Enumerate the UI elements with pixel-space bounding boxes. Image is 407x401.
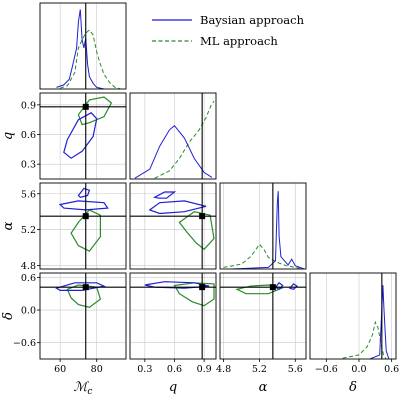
legend-label-baysian: Baysian approach	[200, 13, 305, 27]
contour-bayes-3-0-0	[55, 282, 106, 291]
y-axis-label-1: q	[1, 132, 16, 140]
marginal-bayes-3	[369, 285, 390, 360]
panel-frame	[129, 182, 217, 270]
x-tick-label: 5.2	[252, 364, 267, 375]
x-axis-label-3: δ	[349, 380, 357, 395]
x-axis-label-2: α	[259, 380, 268, 395]
contour-ml-3-0-0	[66, 284, 102, 308]
legend-label-ml: ML approach	[200, 34, 278, 48]
contour-ml-3-2-0	[235, 284, 284, 295]
panel-3-1: 0.3 0.6 0.9	[129, 272, 217, 375]
panel-frame	[219, 182, 307, 270]
marginal-ml-2	[223, 243, 300, 269]
contour-ml-1-0-0	[77, 96, 113, 126]
truth-marker	[82, 284, 89, 291]
contour-ml-2-1-0	[178, 211, 215, 251]
x-tick-label: 0.0	[351, 364, 366, 375]
y-tick-label: 0.0	[21, 306, 36, 317]
contour-bayes-1-0-0	[63, 112, 98, 159]
legend: Baysian approach ML approach	[152, 13, 305, 48]
x-tick-label: 0.9	[197, 364, 212, 375]
x-tick-label: 80	[91, 364, 103, 375]
contour-bayes-2-0-1	[58, 200, 109, 211]
truth-marker	[199, 213, 206, 220]
contour-bayes-3-2-0	[274, 281, 284, 291]
panel-frame	[39, 182, 127, 270]
x-tick-label: −0.6	[315, 364, 338, 375]
panel-0-0	[39, 2, 127, 90]
panel-frame	[129, 92, 217, 180]
x-tick-label: 60	[54, 364, 66, 375]
panel-2-0: 4.8 5.2 5.6	[21, 182, 127, 272]
panel-frame	[39, 2, 127, 90]
y-tick-label: 5.6	[21, 189, 36, 200]
truth-marker	[269, 284, 276, 291]
y-tick-label: 0.6	[21, 273, 36, 284]
y-tick-label: 0.3	[21, 160, 36, 171]
x-tick-label: 0.6	[167, 364, 182, 375]
truth-marker	[199, 284, 206, 291]
x-tick-label: 4.8	[216, 364, 231, 375]
contour-ml-2-0-0	[70, 209, 102, 252]
x-axis-label-subscript: c	[87, 387, 92, 397]
x-axis-label-1: q	[169, 380, 177, 395]
y-axis-label-2: α	[1, 221, 16, 230]
marginal-ml-1	[154, 100, 215, 179]
panel-3-3: −0.6 0.0 0.6	[309, 272, 399, 375]
contour-bayes-2-0-0	[77, 187, 91, 198]
panel-3-0: 60 80 −0.6 0.0 0.6	[13, 272, 127, 375]
contour-bayes-2-1-0	[152, 191, 177, 199]
panel-frame	[309, 272, 397, 360]
panel-2-2	[219, 182, 307, 270]
panel-frame	[219, 272, 307, 360]
panel-frame	[39, 92, 127, 180]
marginal-ml-0	[59, 29, 121, 90]
y-tick-label: 4.8	[21, 261, 36, 272]
y-tick-label: −0.6	[13, 338, 36, 349]
x-tick-label: 5.6	[288, 364, 303, 375]
x-tick-label: 0.6	[384, 364, 399, 375]
contour-bayes-2-1-1	[148, 200, 207, 215]
y-tick-label: 0.9	[21, 100, 36, 111]
y-axis-label-3: δ	[1, 312, 16, 320]
panel-frame	[39, 272, 127, 360]
marginal-bayes-0	[56, 9, 105, 90]
x-tick-label: 0.3	[137, 364, 152, 375]
y-tick-label: 5.2	[21, 225, 36, 236]
panel-1-1	[129, 92, 217, 180]
y-tick-label: 0.6	[21, 130, 36, 141]
marginal-ml-3	[342, 320, 387, 360]
panel-2-1	[129, 182, 217, 270]
panel-frame	[129, 272, 217, 360]
truth-marker	[82, 103, 89, 110]
marginal-bayes-1	[134, 124, 213, 179]
x-axis-label-0: ℳc	[74, 380, 93, 397]
contour-bayes-3-2-1	[288, 283, 298, 290]
truth-marker	[82, 213, 89, 220]
panel-1-0: 0.3 0.6 0.9	[21, 92, 127, 180]
panel-3-2: 4.8 5.2 5.6	[216, 272, 307, 375]
